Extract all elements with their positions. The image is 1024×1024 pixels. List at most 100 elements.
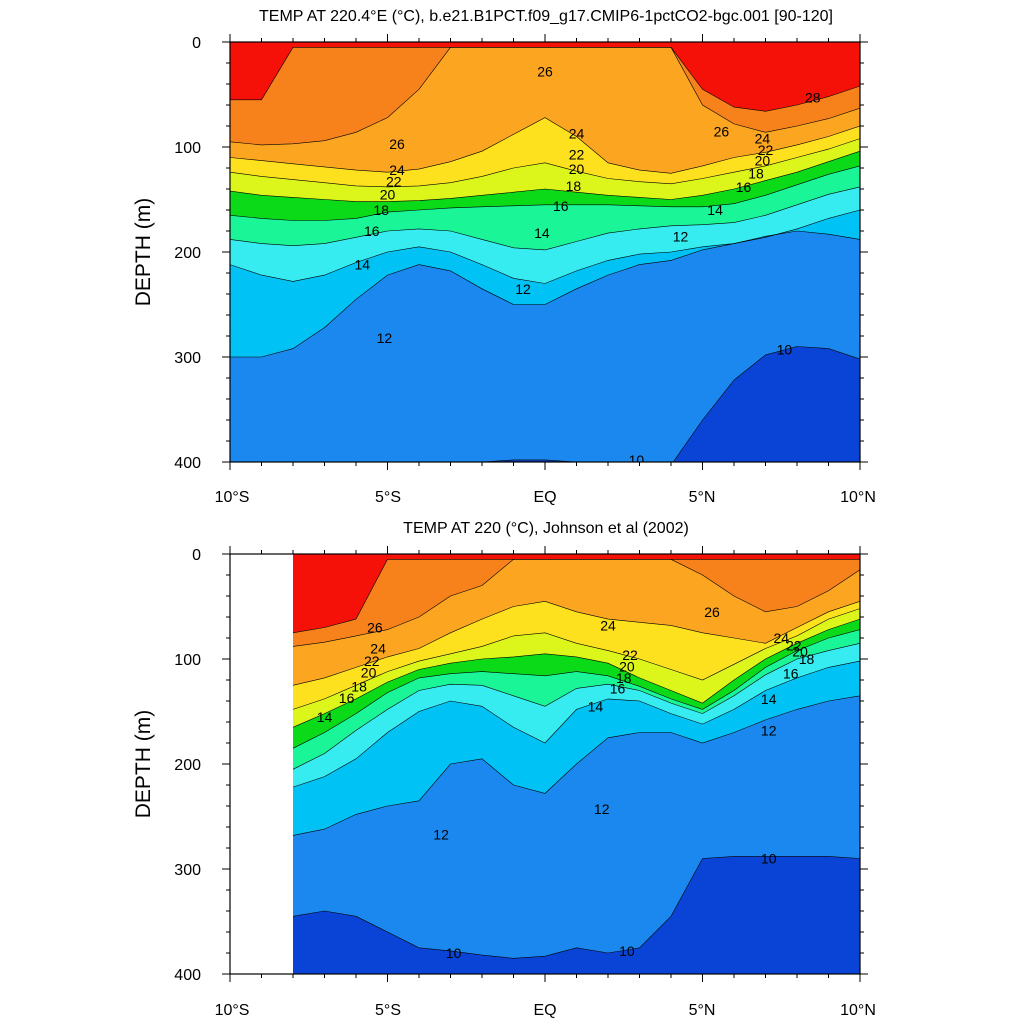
contour-band-14 (293, 643, 860, 788)
contour-label: 24 (600, 617, 616, 633)
contour-label: 22 (364, 653, 380, 669)
contour-label: 14 (355, 257, 371, 273)
contour-band-20 (293, 608, 860, 728)
plot-area: 2624222018161424262220181614242220181614… (292, 554, 860, 974)
x-tick-label: 10°S (215, 489, 250, 506)
y-tick-label: 100 (174, 652, 201, 669)
contour-band-0 (482, 346, 860, 462)
panel-model: TEMP AT 220.4°E (°C), b.e21.B1PCT.f09_g1… (132, 8, 876, 506)
contour-band-22 (230, 117, 860, 187)
contour-label: 14 (588, 698, 604, 714)
contour-label: 12 (761, 722, 777, 738)
contour-label: 22 (758, 142, 774, 158)
x-tick-label: 10°S (215, 1002, 250, 1019)
contour-label: 14 (534, 225, 550, 241)
contour-label: 12 (377, 330, 393, 346)
contour-label: 26 (714, 123, 730, 139)
contour-label: 14 (707, 202, 723, 218)
isotherm-24 (230, 117, 860, 174)
contour-label: 14 (761, 691, 777, 707)
isotherm-10 (292, 856, 860, 959)
contour-label: 24 (774, 630, 790, 646)
contour-label: 22 (622, 647, 638, 663)
contour-label: 18 (351, 678, 367, 694)
contour-band-14 (230, 186, 860, 284)
isotherm-14 (230, 209, 860, 284)
contour-label: 10 (619, 943, 635, 959)
contour-label: 14 (317, 709, 333, 725)
contour-band-20 (230, 138, 860, 202)
isotherm-16 (292, 643, 860, 770)
isotherm-10 (479, 346, 860, 462)
isotherm-22 (292, 608, 860, 710)
contour-band-0 (293, 856, 860, 974)
contour-label: 20 (619, 658, 635, 674)
contour-label: 16 (364, 223, 380, 239)
y-tick-label: 0 (192, 547, 201, 564)
contour-band-10 (230, 231, 860, 462)
contour-label: 10 (761, 851, 777, 867)
isotherm-12 (292, 695, 860, 836)
isotherm-14 (292, 660, 860, 788)
contour-band-26 (230, 47, 860, 145)
x-tick-label: 5°N (689, 489, 716, 506)
contour-label: 28 (805, 90, 821, 106)
contour-label: 26 (389, 136, 405, 152)
contour-label: 26 (367, 620, 383, 636)
contour-label: 10 (629, 452, 645, 468)
contour-band-26 (293, 559, 860, 647)
x-tick-label: 5°S (375, 1002, 401, 1019)
y-tick-label: 300 (174, 862, 201, 879)
contour-label: 12 (433, 826, 449, 842)
y-tick-label: 100 (174, 140, 201, 157)
contour-label: 22 (786, 637, 802, 653)
axis-ticks (222, 546, 868, 982)
contour-label: 18 (799, 651, 815, 667)
contour-band-28 (293, 554, 860, 633)
y-tick-label: 0 (192, 35, 201, 52)
contour-band-28 (230, 42, 860, 112)
contour-label: 24 (389, 162, 405, 178)
contour-label: 12 (594, 801, 610, 817)
contour-band-22 (293, 601, 860, 710)
contour-label: 16 (339, 690, 355, 706)
isotherm-18 (292, 629, 860, 749)
isotherm-24 (292, 600, 860, 686)
contour-band-18 (230, 151, 860, 221)
x-tick-label: 5°S (375, 489, 401, 506)
contour-band-16 (230, 165, 860, 250)
contour-label: 10 (446, 945, 462, 961)
contour-label: 18 (616, 670, 632, 686)
contour-label: 12 (673, 228, 689, 244)
panel-title: TEMP AT 220 (°C), Johnson et al (2002) (403, 520, 689, 537)
contour-label: 18 (566, 178, 582, 194)
panel-observations: TEMP AT 220 (°C), Johnson et al (2002) 2… (132, 520, 876, 1019)
contour-label: 24 (370, 641, 386, 657)
y-axis-title: DEPTH (m) (132, 198, 155, 307)
contour-label: 20 (755, 153, 771, 169)
contour-label: 18 (373, 202, 389, 218)
isotherm-16 (230, 186, 860, 251)
isotherm-18 (230, 165, 860, 221)
x-tick-label: EQ (533, 1002, 556, 1019)
y-tick-label: 400 (174, 967, 201, 984)
isotherm-20 (292, 618, 860, 728)
panel-title: TEMP AT 220.4°E (°C), b.e21.B1PCT.f09_g1… (259, 8, 833, 25)
isotherm-12 (230, 230, 860, 358)
x-tick-label: 5°N (689, 1002, 716, 1019)
contour-label: 20 (380, 186, 396, 202)
x-tick-label: 10°N (840, 489, 876, 506)
contour-band-24 (293, 559, 860, 686)
contour-label: 10 (777, 342, 793, 358)
contour-label: 20 (792, 644, 808, 660)
contour-label: 12 (515, 281, 531, 297)
contour-label: 24 (755, 131, 771, 147)
contour-label: 16 (610, 680, 626, 696)
isotherm-26 (292, 559, 860, 647)
y-tick-label: 200 (174, 757, 201, 774)
contour-label: 20 (361, 665, 377, 681)
contour-band-10 (293, 695, 860, 959)
isotherm-20 (230, 150, 860, 202)
